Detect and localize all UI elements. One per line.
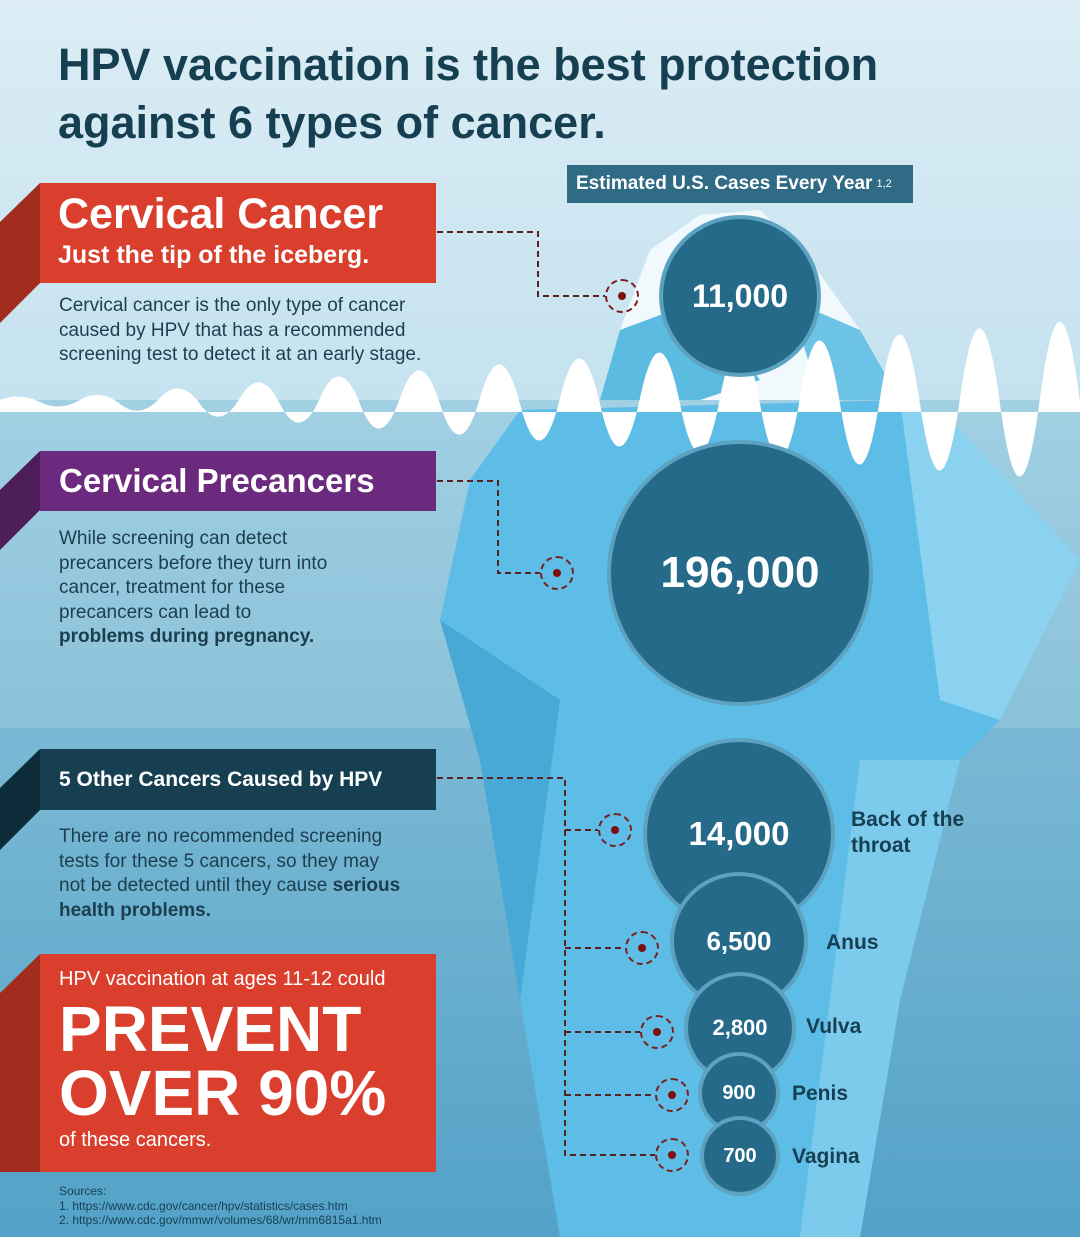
sources-label: Sources: — [59, 1184, 107, 1198]
source-link[interactable]: 1. https://www.cdc.gov/cancer/hpv/statis… — [59, 1198, 348, 1213]
bubble-penis: 900 — [698, 1052, 780, 1134]
page-title: HPV vaccination is the best protection a… — [58, 39, 879, 148]
prevent-tail: of these cancers. — [59, 1129, 212, 1151]
cervical-precancers-title: Cervical Precancers — [59, 462, 375, 499]
other-text-bold: serious health problems. — [59, 875, 401, 921]
prevent-big-2: OVER 90% — [59, 1057, 387, 1129]
bubble-cervical-precancers: 196,000 — [607, 440, 873, 706]
other-text-main: There are no recommended screening tests… — [59, 826, 383, 896]
other-cancers-box: 5 Other Cancers Caused by HPV — [40, 749, 436, 810]
cervical-cancer-title: Cervical Cancer — [58, 190, 384, 238]
cases-header-footnote: 1,2 — [876, 178, 892, 190]
marker-dot-icon — [655, 1078, 689, 1112]
bubble-anus: 6,500 — [670, 872, 808, 1010]
other-cancers-title: 5 Other Cancers Caused by HPV — [59, 768, 383, 791]
precancers-text-main: While screening can detect precancers be… — [59, 528, 328, 623]
marker-dot-icon — [540, 556, 574, 590]
source-link[interactable]: 2. https://www.cdc.gov/mmwr/volumes/68/w… — [59, 1213, 382, 1227]
cervical-precancers-box: Cervical Precancers — [40, 451, 436, 511]
marker-dot-icon — [605, 279, 639, 313]
marker-dot-icon — [640, 1015, 674, 1049]
precancers-text-bold: problems during pregnancy. — [59, 626, 315, 647]
marker-dot-icon — [655, 1138, 689, 1172]
site-label-vulva: Vulva — [806, 1015, 862, 1038]
site-label-anus: Anus — [826, 931, 879, 954]
cervical-cancer-text: Cervical cancer is the only type of canc… — [59, 295, 422, 365]
cases-header-label: Estimated U.S. Cases Every Year — [576, 173, 873, 194]
site-label-penis: Penis — [792, 1082, 849, 1105]
site-label-back-of-throat: Back of the throat — [851, 808, 965, 857]
prevent-box: HPV vaccination at ages 11-12 could PREV… — [40, 954, 436, 1172]
bubble-vagina: 700 — [700, 1116, 780, 1196]
cervical-precancers-text: While screening can detect precancers be… — [59, 527, 329, 650]
cervical-cancer-box: Cervical Cancer Just the tip of the iceb… — [40, 183, 436, 283]
marker-dot-icon — [625, 931, 659, 965]
cases-header: Estimated U.S. Cases Every Year 1,2 — [567, 165, 913, 203]
cervical-cancer-subtitle: Just the tip of the iceberg. — [58, 241, 370, 269]
bubble-cervical-cancer: 11,000 — [659, 215, 821, 377]
marker-dot-icon — [598, 813, 632, 847]
site-label-vagina: Vagina — [792, 1145, 860, 1168]
prevent-lead: HPV vaccination at ages 11-12 could — [59, 968, 386, 990]
prevent-big-1: PREVENT — [59, 993, 362, 1065]
sources: Sources: 1. https://www.cdc.gov/cancer/h… — [59, 1184, 382, 1228]
other-cancers-text: There are no recommended screening tests… — [59, 825, 404, 923]
